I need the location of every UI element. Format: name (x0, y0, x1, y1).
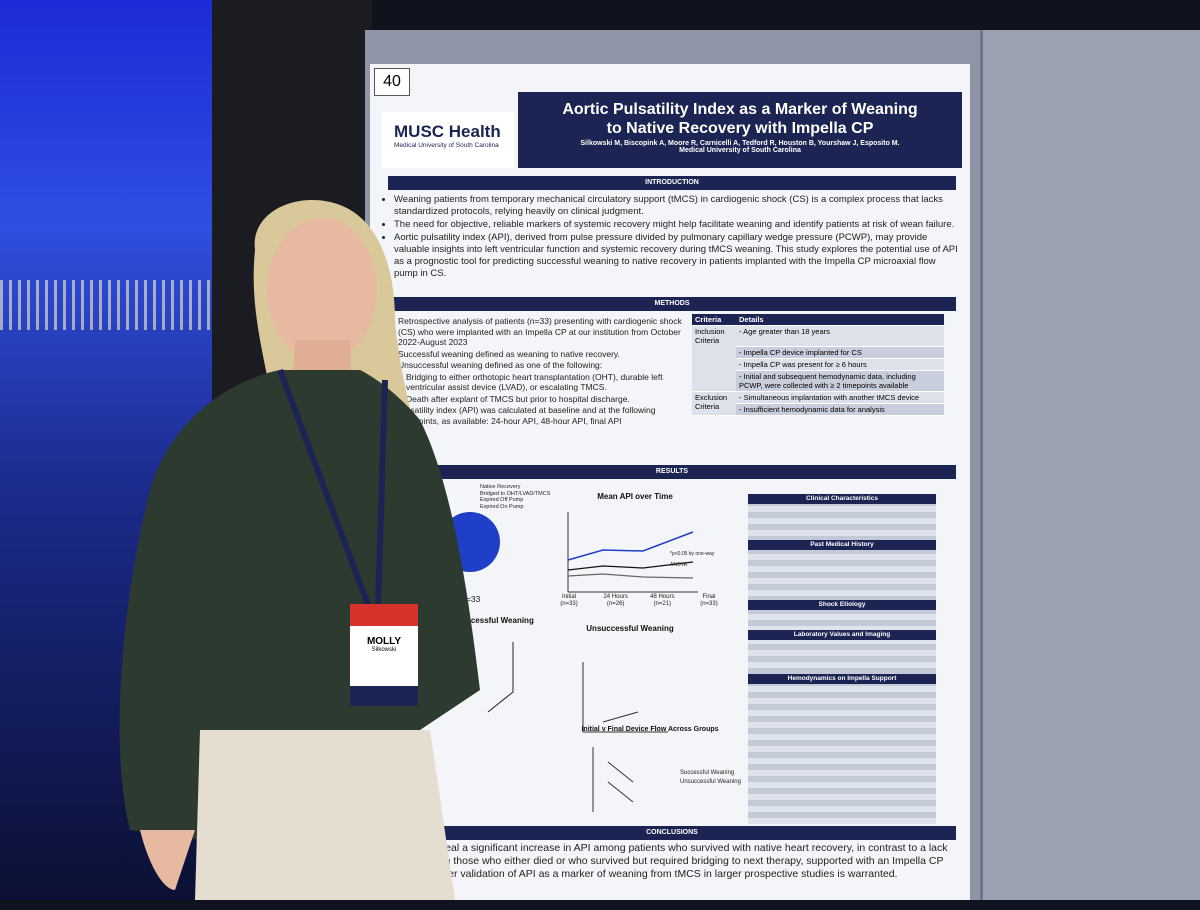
x-tick-label: 24 Hours (n=26) (603, 594, 628, 607)
badge: MOLLY Silkowski (350, 604, 418, 706)
section-heading: RESULTS (388, 465, 956, 479)
blouse (119, 370, 480, 840)
lanyard (277, 368, 388, 612)
conclusions-text: Findings reveal a significant increase i… (388, 842, 948, 880)
trousers (195, 730, 455, 900)
chart-title: Unsuccessful Weaning (586, 624, 674, 633)
series-line (567, 561, 694, 571)
institution: Medical University of South Carolina (679, 147, 801, 154)
bullet: Aortic pulsatility index (API), derived … (394, 232, 960, 280)
x-tick-label: Final (n=33) (700, 594, 718, 607)
legend-entry: Bridged to OHT/LVAD/TMCS (480, 490, 551, 497)
chart-title: Initial v Final Device Flow Across Group… (581, 726, 719, 733)
section-heading: METHODS (388, 297, 956, 311)
chart-note: *p<0.05 by one-way ANOVA (670, 551, 715, 568)
legend: Native Recovery Bridged to OHT/LVAD/TMCS… (480, 484, 550, 510)
legend-entry: Expired Off Pump (480, 497, 524, 503)
cell: - Simultaneous implantation with another… (736, 391, 944, 404)
bullet: Successful weaning defined as weaning to… (398, 349, 690, 360)
logo-subtitle: Medical University of South Carolina (394, 142, 499, 149)
title-band: Aortic Pulsatility Index as a Marker of … (518, 92, 962, 168)
logo: MUSC Health (394, 122, 501, 141)
person (119, 200, 480, 900)
bullet: Unsuccessful weaning defined as one of t… (398, 360, 690, 371)
table-section: Hemodynamics on Impella Support (748, 674, 936, 684)
table-section: Past Medical History (748, 540, 936, 550)
section-heading: CONCLUSIONS (388, 826, 956, 840)
bullet: Death after explant of TMCS but prior to… (406, 394, 690, 405)
table: Criteria Details Inclusion Criteria - Age … (692, 314, 944, 416)
face (267, 218, 377, 362)
badge-footer (350, 686, 418, 706)
criteria-table: Criteria Details Inclusion Criteria - Age … (692, 314, 944, 416)
th: Criteria (692, 314, 736, 326)
section-heading: INTRODUCTION (388, 176, 956, 190)
series-line (607, 781, 634, 803)
cell: Inclusion Criteria (692, 325, 736, 392)
chart-title: Successful Weaning (456, 616, 534, 625)
cell: - Insufficient hemodynamic data for anal… (736, 403, 944, 416)
series-line (487, 642, 514, 713)
legend: Successful Weaning Unsuccessful Weaning (680, 769, 741, 787)
series-line (567, 531, 694, 561)
cell: - Impella CP device implanted for CS (736, 346, 944, 359)
series-line (607, 761, 634, 783)
badge-surname: Silkowski (371, 647, 397, 653)
board-panel (980, 30, 1200, 900)
table-section: Shock Etiology (748, 600, 936, 610)
series-line (602, 711, 639, 723)
legend-entry: Successful Weaning (680, 770, 735, 776)
x-tick-label: Initial (n=33) (560, 594, 578, 607)
series-line (567, 573, 694, 579)
x-labels: Initial (n=33) 24 Hours (n=26) 48 Hours … (554, 594, 724, 608)
cell: - Initial and subsequent hemodynamic dat… (736, 370, 944, 392)
table-section: Laboratory Values and Imaging (748, 630, 936, 640)
legend-entry: Expired On Pump (480, 503, 524, 510)
authors: Silkowski M, Biscopink A, Moore R, Carni… (580, 140, 900, 147)
intro-text: Weaning patients from temporary mechanic… (384, 194, 960, 281)
th: Details (736, 314, 944, 326)
logo-box: MUSC Health Medical University of South … (382, 112, 514, 168)
x-tick-label: 48 Hours (n=21) (650, 594, 675, 607)
bullet: Pulsatility index (API) was calculated a… (398, 405, 690, 426)
methods-text: Retrospective analysis of patients (n=33… (388, 316, 690, 427)
cell: - Age greater than 18 years (736, 325, 944, 347)
cell: - Impella CP was present for ≥ 6 hours (736, 358, 944, 371)
poster: 40 MUSC Health Medical University of Sou… (370, 64, 970, 900)
lights (0, 280, 210, 330)
badge-name: MOLLY (366, 636, 402, 647)
results-table: Clinical Characteristics Past Medical Hi… (748, 494, 936, 824)
poster-title: Aortic Pulsatility Index as a Marker of … (562, 101, 918, 137)
poster-number: 40 (374, 68, 410, 96)
legend-entry: Unsuccessful Weaning (680, 779, 741, 785)
legend-entry: Native Recovery (480, 484, 521, 490)
bullet: Weaning patients from temporary mechanic… (394, 194, 960, 218)
hand (140, 830, 195, 890)
bullet: Bridging to either orthotopic heart tran… (406, 372, 690, 393)
table-section: Clinical Characteristics (748, 494, 936, 504)
bullet: The need for objective, reliable markers… (394, 219, 960, 231)
cell: Exclusion Criteria (692, 391, 736, 416)
chart-title: Mean API over Time (597, 492, 673, 501)
bullet: Retrospective analysis of patients (n=33… (398, 316, 690, 348)
